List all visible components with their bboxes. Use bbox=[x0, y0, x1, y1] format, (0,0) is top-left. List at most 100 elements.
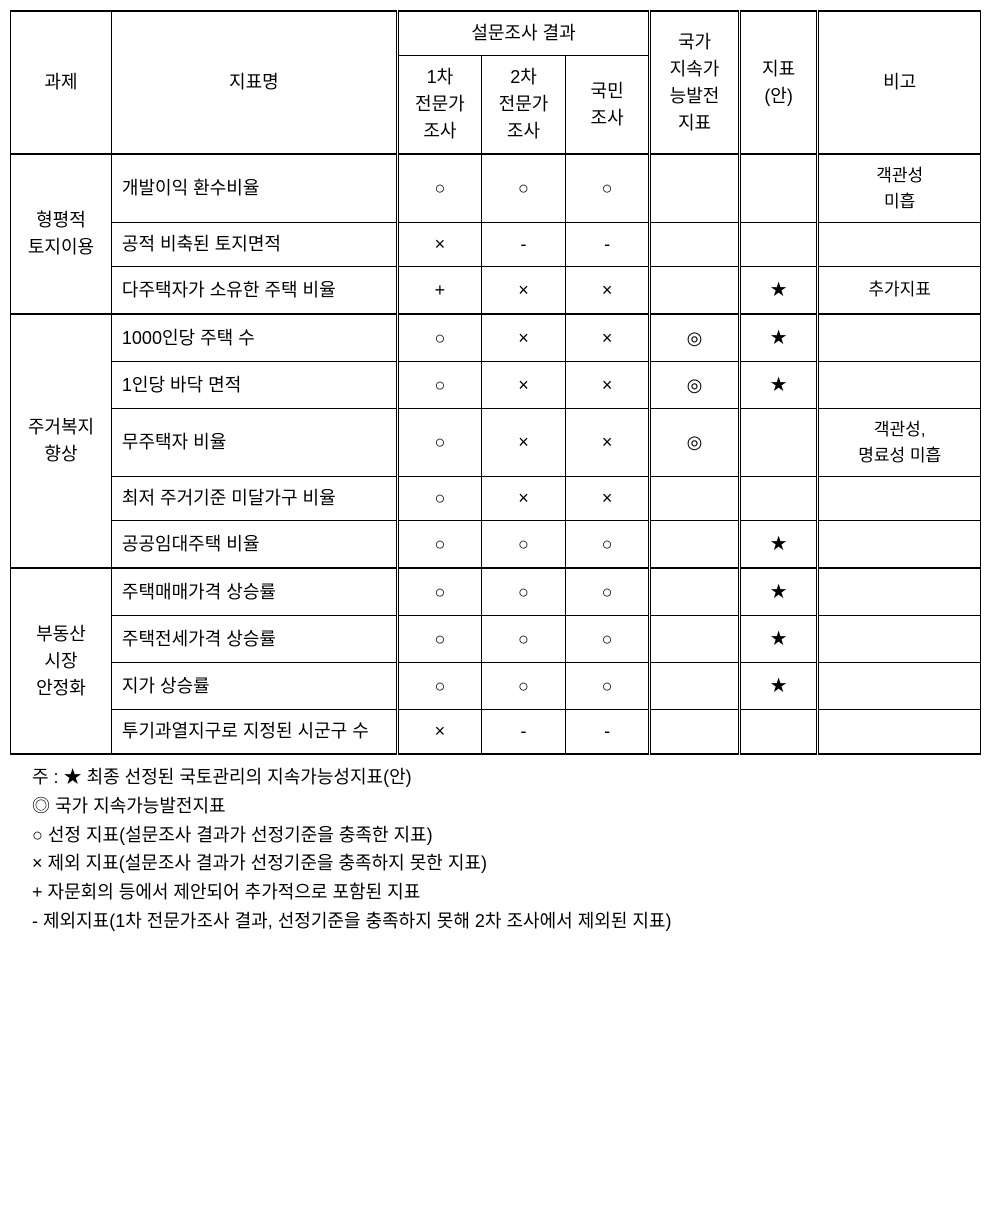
remark-cell bbox=[818, 362, 981, 409]
indicator-cell: 주택매매가격 상승률 bbox=[111, 568, 397, 616]
plan-cell: ★ bbox=[739, 616, 817, 663]
task-cell: 형평적 토지이용 bbox=[11, 154, 112, 314]
note-line: 주 : ★ 최종 선정된 국토관리의 지속가능성지표(안) bbox=[32, 763, 981, 792]
national-cell: ◎ bbox=[650, 314, 740, 362]
survey-cell: ○ bbox=[481, 616, 565, 663]
national-cell: ◎ bbox=[650, 409, 740, 477]
indicator-cell: 주택전세가격 상승률 bbox=[111, 616, 397, 663]
table-body: 형평적 토지이용개발이익 환수비율○○○객관성 미흡공적 비축된 토지면적×--… bbox=[11, 154, 981, 754]
survey-cell: × bbox=[566, 314, 650, 362]
plan-cell: ★ bbox=[739, 521, 817, 569]
indicator-cell: 지가 상승률 bbox=[111, 663, 397, 710]
plan-cell bbox=[739, 409, 817, 477]
table-row: 공공임대주택 비율○○○★ bbox=[11, 521, 981, 569]
survey-cell: ○ bbox=[397, 616, 481, 663]
table-header: 과제 지표명 설문조사 결과 국가 지속가 능발전 지표 지표 (안) 비고 1… bbox=[11, 11, 981, 154]
remark-cell bbox=[818, 521, 981, 569]
header-remark: 비고 bbox=[818, 11, 981, 154]
remark-cell bbox=[818, 568, 981, 616]
survey-cell: ○ bbox=[481, 568, 565, 616]
table-row: 무주택자 비율○××◎객관성, 명료성 미흡 bbox=[11, 409, 981, 477]
survey-cell: ○ bbox=[481, 154, 565, 223]
survey-cell: × bbox=[566, 477, 650, 521]
header-survey3: 국민 조사 bbox=[566, 56, 650, 155]
table-row: 공적 비축된 토지면적×-- bbox=[11, 223, 981, 267]
national-cell bbox=[650, 154, 740, 223]
survey-cell: ○ bbox=[397, 314, 481, 362]
survey-cell: ○ bbox=[397, 154, 481, 223]
header-national: 국가 지속가 능발전 지표 bbox=[650, 11, 740, 154]
indicator-cell: 1000인당 주택 수 bbox=[111, 314, 397, 362]
table-row: 주택전세가격 상승률○○○★ bbox=[11, 616, 981, 663]
indicator-cell: 무주택자 비율 bbox=[111, 409, 397, 477]
header-survey1: 1차 전문가 조사 bbox=[397, 56, 481, 155]
survey-cell: ○ bbox=[566, 154, 650, 223]
national-cell bbox=[650, 710, 740, 755]
survey-cell: × bbox=[481, 267, 565, 315]
note-line: ○ 선정 지표(설문조사 결과가 선정기준을 충족한 지표) bbox=[32, 821, 981, 850]
plan-cell bbox=[739, 223, 817, 267]
header-indicator: 지표명 bbox=[111, 11, 397, 154]
note-line: ◎ 국가 지속가능발전지표 bbox=[32, 792, 981, 821]
survey-cell: × bbox=[481, 409, 565, 477]
table-row: 형평적 토지이용개발이익 환수비율○○○객관성 미흡 bbox=[11, 154, 981, 223]
remark-cell bbox=[818, 616, 981, 663]
plan-cell bbox=[739, 154, 817, 223]
survey-cell: × bbox=[481, 477, 565, 521]
survey-cell: - bbox=[566, 223, 650, 267]
plan-cell bbox=[739, 477, 817, 521]
header-survey2: 2차 전문가 조사 bbox=[481, 56, 565, 155]
national-cell bbox=[650, 521, 740, 569]
table-row: 투기과열지구로 지정된 시군구 수×-- bbox=[11, 710, 981, 755]
remark-cell bbox=[818, 663, 981, 710]
survey-cell: × bbox=[481, 362, 565, 409]
survey-cell: + bbox=[397, 267, 481, 315]
survey-cell: ○ bbox=[397, 568, 481, 616]
survey-cell: × bbox=[566, 267, 650, 315]
plan-cell bbox=[739, 710, 817, 755]
survey-cell: ○ bbox=[566, 663, 650, 710]
survey-cell: ○ bbox=[481, 521, 565, 569]
national-cell bbox=[650, 663, 740, 710]
national-cell bbox=[650, 568, 740, 616]
survey-cell: ○ bbox=[481, 663, 565, 710]
plan-cell: ★ bbox=[739, 314, 817, 362]
indicator-cell: 1인당 바닥 면적 bbox=[111, 362, 397, 409]
table-row: 부동산 시장 안정화주택매매가격 상승률○○○★ bbox=[11, 568, 981, 616]
national-cell: ◎ bbox=[650, 362, 740, 409]
task-cell: 주거복지 향상 bbox=[11, 314, 112, 568]
national-cell bbox=[650, 267, 740, 315]
survey-cell: - bbox=[566, 710, 650, 755]
survey-cell: × bbox=[397, 223, 481, 267]
note-line: - 제외지표(1차 전문가조사 결과, 선정기준을 충족하지 못해 2차 조사에… bbox=[32, 907, 981, 936]
survey-cell: ○ bbox=[397, 477, 481, 521]
table-row: 1인당 바닥 면적○××◎★ bbox=[11, 362, 981, 409]
table-row: 최저 주거기준 미달가구 비율○×× bbox=[11, 477, 981, 521]
indicator-cell: 투기과열지구로 지정된 시군구 수 bbox=[111, 710, 397, 755]
remark-cell bbox=[818, 223, 981, 267]
plan-cell: ★ bbox=[739, 362, 817, 409]
indicator-table: 과제 지표명 설문조사 결과 국가 지속가 능발전 지표 지표 (안) 비고 1… bbox=[10, 10, 981, 755]
remark-cell bbox=[818, 710, 981, 755]
indicator-cell: 공적 비축된 토지면적 bbox=[111, 223, 397, 267]
survey-cell: × bbox=[397, 710, 481, 755]
remark-cell: 추가지표 bbox=[818, 267, 981, 315]
table-notes: 주 : ★ 최종 선정된 국토관리의 지속가능성지표(안)◎ 국가 지속가능발전… bbox=[10, 763, 981, 936]
survey-cell: ○ bbox=[397, 362, 481, 409]
indicator-cell: 개발이익 환수비율 bbox=[111, 154, 397, 223]
plan-cell: ★ bbox=[739, 267, 817, 315]
remark-cell bbox=[818, 314, 981, 362]
survey-cell: ○ bbox=[566, 568, 650, 616]
task-cell: 부동산 시장 안정화 bbox=[11, 568, 112, 754]
survey-cell: ○ bbox=[566, 616, 650, 663]
header-task: 과제 bbox=[11, 11, 112, 154]
plan-cell: ★ bbox=[739, 568, 817, 616]
remark-cell: 객관성 미흡 bbox=[818, 154, 981, 223]
remark-cell bbox=[818, 477, 981, 521]
national-cell bbox=[650, 616, 740, 663]
note-line: × 제외 지표(설문조사 결과가 선정기준을 충족하지 못한 지표) bbox=[32, 849, 981, 878]
indicator-cell: 다주택자가 소유한 주택 비율 bbox=[111, 267, 397, 315]
survey-cell: ○ bbox=[397, 663, 481, 710]
header-plan: 지표 (안) bbox=[739, 11, 817, 154]
survey-cell: × bbox=[566, 409, 650, 477]
